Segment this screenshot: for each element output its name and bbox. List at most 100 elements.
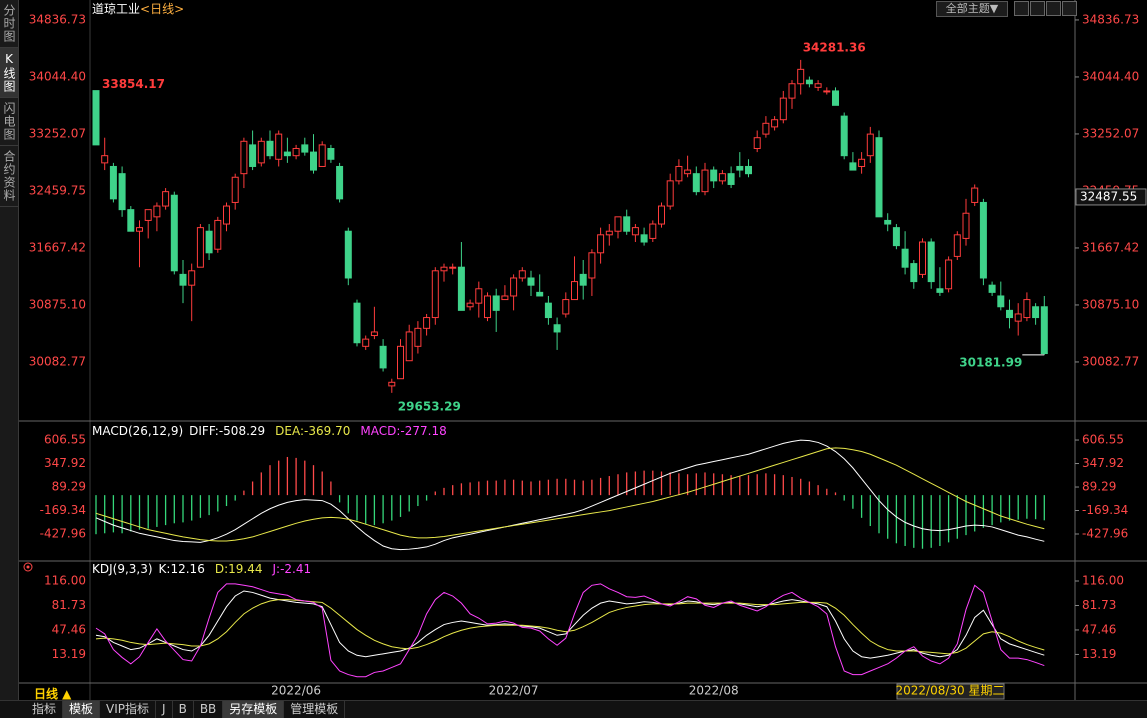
candle-body [710, 169, 718, 182]
candle-body [301, 144, 309, 153]
y-tick-label-right: 34836.73 [1082, 12, 1139, 26]
tab[interactable]: 指标 [26, 701, 64, 718]
candle-body [231, 176, 239, 203]
icon-button[interactable] [1030, 1, 1045, 16]
candle-body [475, 288, 483, 304]
candle-body [214, 219, 222, 250]
y-tick-label-left: 81.73 [52, 598, 86, 612]
sidebar-tab[interactable]: K线图 [0, 48, 18, 98]
candle-body [501, 295, 509, 301]
y-tick-label-left: 347.92 [44, 456, 86, 470]
candle-body [405, 331, 413, 362]
y-tick-label-left: 47.46 [52, 622, 86, 636]
candle-body [562, 299, 570, 315]
y-tick-label-right: 347.92 [1082, 456, 1124, 470]
period-button[interactable]: 日线 ▲ [34, 687, 72, 701]
tab[interactable]: VIP指标 [100, 701, 157, 718]
theme-button[interactable]: 全部主题▼ [936, 1, 1008, 17]
y-tick-label-right: 116.00 [1082, 574, 1124, 588]
chart: 34836.73 34836.73 34044.40 34044.40 33252.07… [18, 0, 1147, 700]
y-tick-label-left: -169.34 [40, 503, 86, 517]
candle-body [666, 180, 674, 207]
candle-body [823, 90, 831, 93]
legend-value: 19.44 [228, 562, 262, 576]
pane-header: MACD(26,12,9) DIFF:-508.29 DEA:-369.70 MACD… [92, 424, 447, 438]
y-tick-label-left: 30082.77 [29, 354, 86, 368]
candle-body [336, 165, 344, 200]
sidebar-tab[interactable]: 分时图 [0, 0, 18, 48]
candle-body [1014, 313, 1022, 322]
instrument-name: 道琼工业 [92, 1, 140, 16]
candle-body [188, 270, 196, 286]
candle-body [597, 234, 605, 254]
candle-body [249, 144, 257, 167]
candle-body [275, 133, 283, 160]
legend-name: MACD: [360, 424, 400, 438]
candle-body [945, 259, 953, 290]
legend-value: -508.29 [219, 424, 265, 438]
crosshair-price: 32487.55 [1080, 189, 1137, 203]
candle-body [423, 317, 431, 329]
tab[interactable]: BB [194, 701, 224, 718]
candle-body [318, 144, 326, 167]
candle-body [205, 230, 213, 254]
tab[interactable]: 另存模板 [223, 701, 285, 718]
candle-body [127, 209, 135, 232]
y-tick-label-left: 606.55 [44, 433, 86, 447]
candle-body [640, 234, 648, 243]
candle-body [571, 281, 578, 301]
tab[interactable]: 管理模板 [284, 701, 346, 718]
candle-body [92, 90, 100, 146]
candle-body [109, 165, 117, 200]
icon-button[interactable] [1014, 1, 1029, 16]
sidebar-tab[interactable]: 合约资料 [0, 146, 18, 207]
candle-body [370, 331, 378, 337]
candle-body [701, 169, 709, 193]
tab[interactable]: 模板 [63, 701, 101, 718]
indicator-line [95, 439, 1045, 551]
candle-body [631, 227, 639, 236]
candle-body [170, 194, 178, 272]
candle-body [753, 137, 761, 149]
candle-body [814, 83, 822, 88]
tab[interactable]: J [156, 701, 173, 718]
candle-body [797, 68, 805, 85]
price-annotation: 34281.36 [803, 40, 866, 54]
candle-body [779, 97, 787, 121]
candle-body [762, 122, 770, 135]
y-tick-label-right: 33252.07 [1082, 126, 1139, 140]
candle-body [414, 327, 422, 347]
y-tick-label-right: 31667.42 [1082, 240, 1139, 254]
icon-button[interactable] [1062, 1, 1077, 16]
y-tick-label-left: 89.29 [52, 480, 86, 494]
candle-body [684, 169, 692, 175]
candle-body [892, 227, 900, 247]
candle-body [840, 115, 848, 157]
indicator-line [95, 447, 1045, 542]
y-tick-label-left: 116.00 [44, 574, 86, 588]
legend-name: D: [215, 562, 228, 576]
sidebar-tab[interactable]: 闪电图 [0, 98, 18, 146]
pane-icon [26, 565, 30, 569]
candle-body [736, 165, 744, 171]
price-annotation: 29653.29 [398, 399, 461, 413]
y-tick-label-right: 30082.77 [1082, 354, 1139, 368]
candle-body [588, 252, 596, 279]
candle-body [718, 173, 726, 182]
candle-body [223, 205, 230, 225]
candle-body [553, 324, 561, 333]
x-tick-label: 2022/07 [489, 684, 539, 698]
candle-body [492, 295, 500, 311]
candle-body [353, 302, 361, 344]
candle-body [136, 227, 143, 232]
y-tick-label-right: 30875.10 [1082, 297, 1139, 311]
indicator-line [95, 590, 1045, 659]
tab[interactable]: B [173, 701, 194, 718]
candle-body [179, 273, 187, 286]
y-tick-label-left: 30875.10 [29, 297, 86, 311]
candle-body [457, 266, 465, 311]
icon-button[interactable] [1046, 1, 1061, 16]
y-tick-label-right: 606.55 [1082, 433, 1124, 447]
x-tick-label: 2022/06 [271, 684, 321, 698]
candle-body [614, 216, 622, 232]
